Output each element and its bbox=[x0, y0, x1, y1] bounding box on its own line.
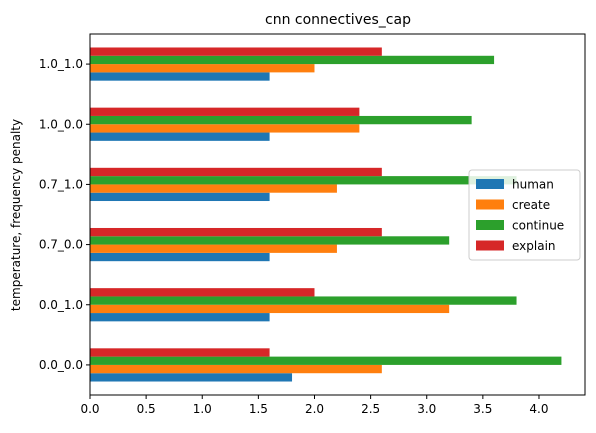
bar-continue-0.7_0.0 bbox=[90, 236, 450, 245]
bar-human-1.0_0.0 bbox=[90, 132, 270, 141]
x-tick-label: 4.0 bbox=[529, 402, 548, 416]
bar-create-1.0_0.0 bbox=[90, 124, 360, 133]
x-tick-label: 3.0 bbox=[417, 402, 436, 416]
y-tick-label: 0.0_0.0 bbox=[39, 358, 83, 372]
bar-human-1.0_1.0 bbox=[90, 72, 270, 81]
bar-human-0.0_1.0 bbox=[90, 313, 270, 322]
x-tick-label: 0.5 bbox=[137, 402, 156, 416]
legend-swatch-create bbox=[476, 199, 504, 210]
chart-title: cnn connectives_cap bbox=[265, 12, 411, 28]
legend-label-explain: explain bbox=[512, 239, 556, 253]
legend-swatch-explain bbox=[476, 240, 504, 251]
plot-frame bbox=[89, 33, 586, 396]
legend-swatch-human bbox=[476, 179, 504, 189]
y-tick-label: 1.0_1.0 bbox=[39, 57, 83, 71]
bar-continue-0.7_1.0 bbox=[90, 176, 517, 185]
x-tick-label: 1.0 bbox=[193, 402, 212, 416]
y-tick-label: 0.7_0.0 bbox=[39, 238, 83, 252]
x-tick-label: 2.0 bbox=[305, 402, 324, 416]
bar-create-1.0_1.0 bbox=[90, 64, 315, 73]
bar-create-0.7_1.0 bbox=[90, 184, 337, 193]
y-tick-label: 0.7_1.0 bbox=[39, 177, 83, 191]
legend-label-create: create bbox=[512, 198, 550, 212]
legend: human create continue explain bbox=[468, 169, 581, 261]
bar-continue-1.0_0.0 bbox=[90, 115, 472, 125]
bar-explain-0.7_1.0 bbox=[90, 167, 382, 177]
legend-label-continue: continue bbox=[512, 219, 564, 233]
bar-continue-0.0_1.0 bbox=[90, 296, 517, 305]
bar-create-0.0_1.0 bbox=[90, 304, 450, 314]
legend-label-human: human bbox=[512, 178, 554, 192]
bar-explain-0.7_0.0 bbox=[90, 227, 382, 237]
x-tick-label: 2.5 bbox=[361, 402, 380, 416]
x-tick-label: 1.5 bbox=[249, 402, 268, 416]
bar-explain-0.0_1.0 bbox=[90, 288, 315, 297]
bar-human-0.7_0.0 bbox=[90, 252, 270, 262]
y-tick-label: 0.0_1.0 bbox=[39, 298, 83, 312]
bar-explain-0.0_0.0 bbox=[90, 348, 270, 357]
legend-box bbox=[468, 169, 581, 261]
bar-create-0.7_0.0 bbox=[90, 244, 337, 253]
y-axis-label: temperature, frequency penalty bbox=[9, 119, 23, 311]
bar-explain-1.0_0.0 bbox=[90, 107, 360, 116]
bar-create-0.0_0.0 bbox=[90, 364, 382, 374]
bar-human-0.7_1.0 bbox=[90, 192, 270, 202]
legend-swatch-continue bbox=[476, 220, 504, 230]
y-tick-label: 1.0_0.0 bbox=[39, 117, 83, 131]
bar-continue-0.0_0.0 bbox=[90, 356, 562, 365]
bar-continue-1.0_1.0 bbox=[90, 55, 495, 65]
bar-human-0.0_0.0 bbox=[90, 373, 293, 382]
x-tick-label: 3.5 bbox=[473, 402, 492, 416]
bar-explain-1.0_1.0 bbox=[90, 47, 382, 56]
plot-area: 0.0_0.0 0.0_1.0 0.7_0.0 0.7_1.0 1.0_0.0 1.0_1… bbox=[39, 33, 586, 416]
x-tick-label: 0.0 bbox=[80, 402, 99, 416]
